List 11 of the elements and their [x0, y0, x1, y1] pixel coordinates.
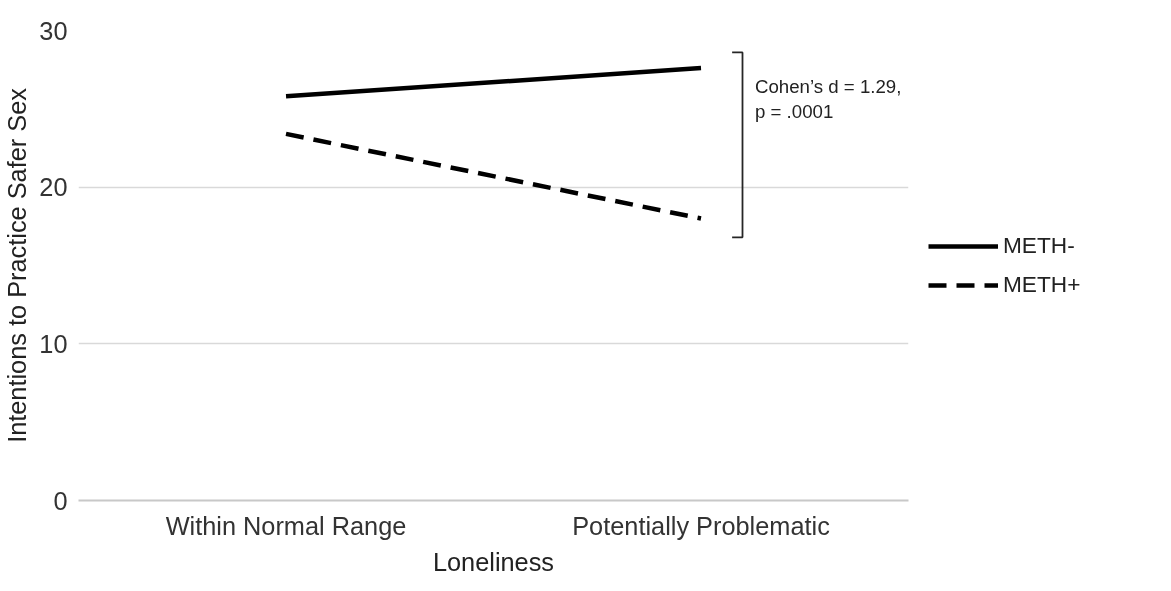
- y-tick-label: 10: [39, 329, 68, 358]
- y-tick-label: 20: [39, 173, 68, 202]
- x-tick-label: Within Normal Range: [165, 511, 407, 540]
- legend-label: METH-: [1003, 232, 1075, 259]
- x-axis-title: Loneliness: [432, 547, 555, 576]
- y-tick-label: 30: [39, 16, 68, 45]
- y-tick-label: 0: [53, 486, 68, 515]
- legend-label: METH+: [1003, 271, 1081, 298]
- y-axis-title: Intentions to Practice Safer Sex: [3, 87, 32, 443]
- annotation: Cohen’s d = 1.29, p = .0001: [754, 75, 902, 123]
- x-tick-label: Potentially Problematic: [572, 511, 830, 540]
